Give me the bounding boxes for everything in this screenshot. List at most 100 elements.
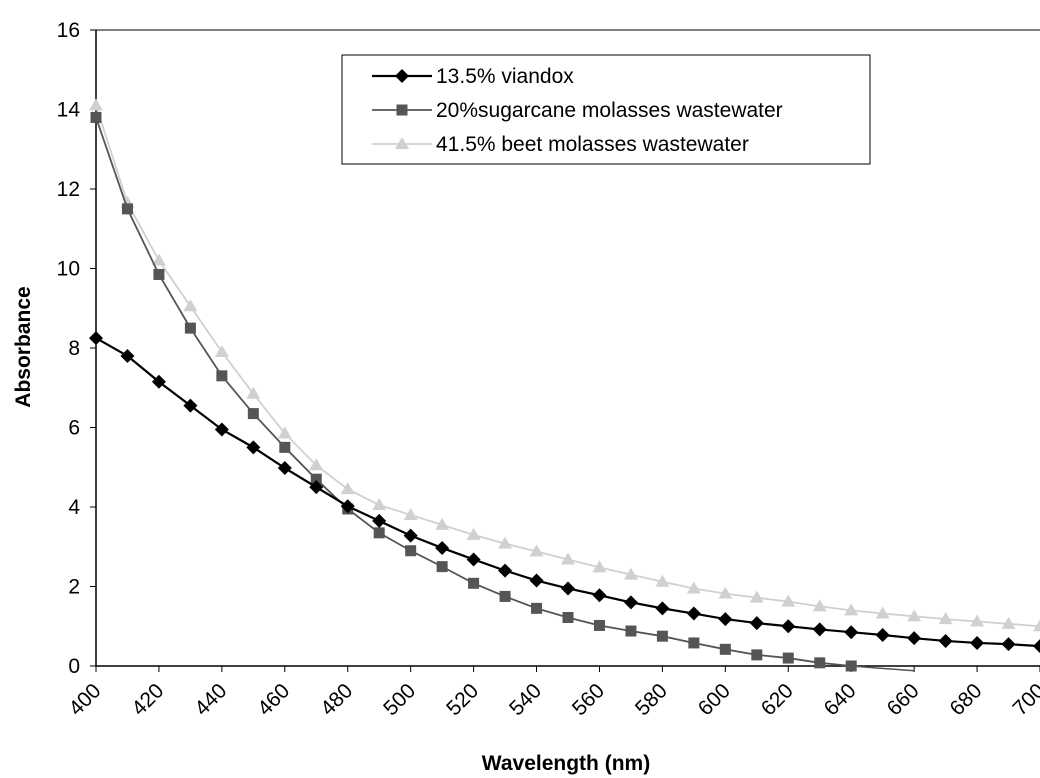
series-2 — [90, 111, 915, 672]
x-tick-label: 560 — [568, 679, 609, 720]
x-tick-label: 700 — [1008, 679, 1040, 720]
data-point-triangle — [592, 560, 607, 573]
data-point-square — [310, 473, 322, 485]
data-point-triangle — [214, 344, 229, 357]
y-tick-label: 16 — [57, 19, 80, 42]
y-tick-label: 10 — [57, 258, 80, 281]
x-tick-label: 680 — [946, 679, 987, 720]
y-tick-label: 4 — [68, 496, 80, 519]
data-point-diamond — [498, 563, 513, 578]
series-line — [95, 337, 1040, 648]
data-point-diamond — [435, 540, 450, 555]
data-point-square — [90, 111, 102, 123]
data-point-square — [499, 590, 511, 602]
data-point-square — [751, 649, 763, 661]
data-point-triangle — [718, 586, 733, 599]
data-point-diamond — [907, 631, 922, 646]
legend-label: 20%sugarcane molasses wastewater — [436, 99, 783, 122]
data-point-triangle — [372, 498, 387, 511]
data-point-triangle — [395, 137, 409, 149]
data-point-diamond — [686, 606, 701, 621]
series-1 — [89, 331, 1040, 654]
legend-label: 41.5% beet molasses wastewater — [436, 133, 749, 156]
x-tick-label: 600 — [694, 679, 735, 720]
data-point-diamond — [938, 633, 953, 648]
x-tick-label: 400 — [64, 679, 105, 720]
series-line — [95, 105, 1040, 628]
data-point-diamond — [561, 581, 575, 596]
data-point-square — [373, 527, 385, 539]
data-point-triangle — [561, 552, 575, 565]
data-point-triangle — [277, 426, 292, 439]
x-tick-label: 660 — [883, 679, 924, 720]
data-point-square — [625, 625, 637, 637]
data-point-triangle — [466, 527, 481, 540]
data-point-square — [436, 561, 448, 573]
data-point-triangle — [529, 544, 544, 557]
x-axis-title: Wavelength (nm) — [482, 752, 650, 775]
data-point-diamond — [529, 573, 544, 588]
x-tick-label: 580 — [631, 679, 672, 720]
y-axis: 0 2 4 6 8 10 12 14 16 — [57, 19, 96, 678]
series-3 — [89, 98, 1040, 632]
data-point-square — [405, 545, 417, 557]
data-point-square — [531, 602, 543, 614]
y-tick-label: 6 — [68, 417, 80, 440]
data-point-diamond — [340, 499, 355, 514]
x-tick-label: 620 — [757, 679, 798, 720]
data-point-triangle — [246, 386, 261, 399]
data-point-diamond — [466, 552, 481, 567]
data-point-square — [396, 104, 408, 116]
data-point-triangle — [970, 614, 985, 627]
data-point-triangle — [89, 98, 103, 111]
data-point-diamond — [403, 528, 418, 543]
data-point-triangle — [655, 574, 670, 587]
data-point-diamond — [655, 601, 670, 616]
data-point-triangle — [875, 606, 890, 619]
data-point-diamond — [372, 513, 387, 528]
data-point-triangle — [938, 612, 953, 625]
data-point-diamond — [812, 622, 827, 637]
data-point-square — [845, 660, 857, 672]
y-axis-title: Absorbance — [12, 286, 35, 407]
y-tick-label: 8 — [68, 337, 80, 360]
data-point-square — [153, 268, 165, 280]
data-point-triangle — [1001, 616, 1016, 629]
data-point-square — [184, 322, 196, 334]
data-point-triangle — [812, 599, 827, 612]
data-point-diamond — [781, 619, 796, 634]
data-point-square — [814, 657, 826, 669]
data-point-diamond — [718, 612, 733, 627]
x-tick-label: 440 — [190, 679, 231, 720]
x-tick-label: 640 — [820, 679, 861, 720]
data-point-square — [562, 612, 574, 624]
data-point-triangle — [435, 517, 450, 530]
data-point-triangle — [749, 590, 764, 603]
y-tick-label: 0 — [68, 655, 80, 678]
data-point-diamond — [970, 635, 985, 650]
data-point-triangle — [1033, 619, 1040, 632]
data-point-triangle — [183, 299, 198, 312]
data-point-diamond — [120, 348, 135, 363]
data-point-triangle — [151, 253, 166, 266]
data-point-diamond — [89, 331, 103, 346]
data-point-diamond — [592, 588, 607, 603]
data-point-diamond — [844, 625, 859, 640]
data-point-square — [279, 441, 291, 453]
data-point-diamond — [395, 69, 409, 83]
data-point-triangle — [623, 567, 638, 580]
data-point-diamond — [1033, 639, 1040, 654]
legend: 13.5% viandox 20%sugarcane molasses waste… — [341, 54, 871, 165]
data-point-square — [719, 643, 731, 655]
data-point-diamond — [1001, 637, 1016, 652]
data-point-square — [782, 652, 794, 664]
x-tick-label: 480 — [316, 679, 357, 720]
data-point-triangle — [844, 603, 859, 616]
data-point-square — [247, 408, 259, 420]
data-point-square — [468, 577, 480, 589]
data-point-triangle — [309, 458, 324, 471]
data-point-diamond — [214, 422, 229, 437]
data-point-triangle — [498, 536, 513, 549]
data-point-square — [216, 370, 228, 382]
